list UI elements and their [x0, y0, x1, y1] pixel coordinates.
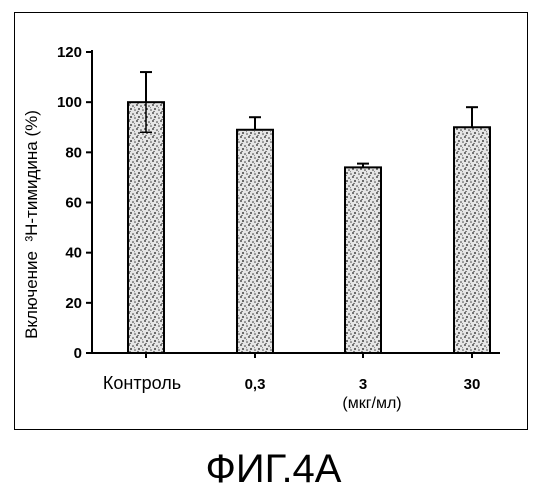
figure-caption: ФИГ.4А	[0, 447, 547, 492]
y-tick-label: 40	[65, 245, 82, 262]
y-tick-label: 100	[57, 94, 82, 111]
bar-0	[128, 102, 164, 353]
y-tick-label: 60	[65, 195, 82, 212]
bar-2	[345, 167, 381, 353]
bar-3	[454, 127, 490, 353]
x-axis-label: (мкг/мл)	[342, 395, 401, 412]
y-tick-label: 0	[74, 345, 82, 362]
x-tick-label: 0,3	[245, 376, 266, 393]
bar-1	[237, 130, 273, 353]
x-tick-label: Контроль	[103, 373, 181, 393]
x-tick-label: 3	[359, 376, 367, 393]
y-tick-label: 120	[57, 44, 82, 61]
y-tick-label: 80	[65, 144, 82, 161]
x-tick-label: 30	[464, 376, 481, 393]
y-tick-label: 20	[65, 295, 82, 312]
y-axis-label: Включение ³Н-тимидина (%)	[22, 110, 41, 339]
